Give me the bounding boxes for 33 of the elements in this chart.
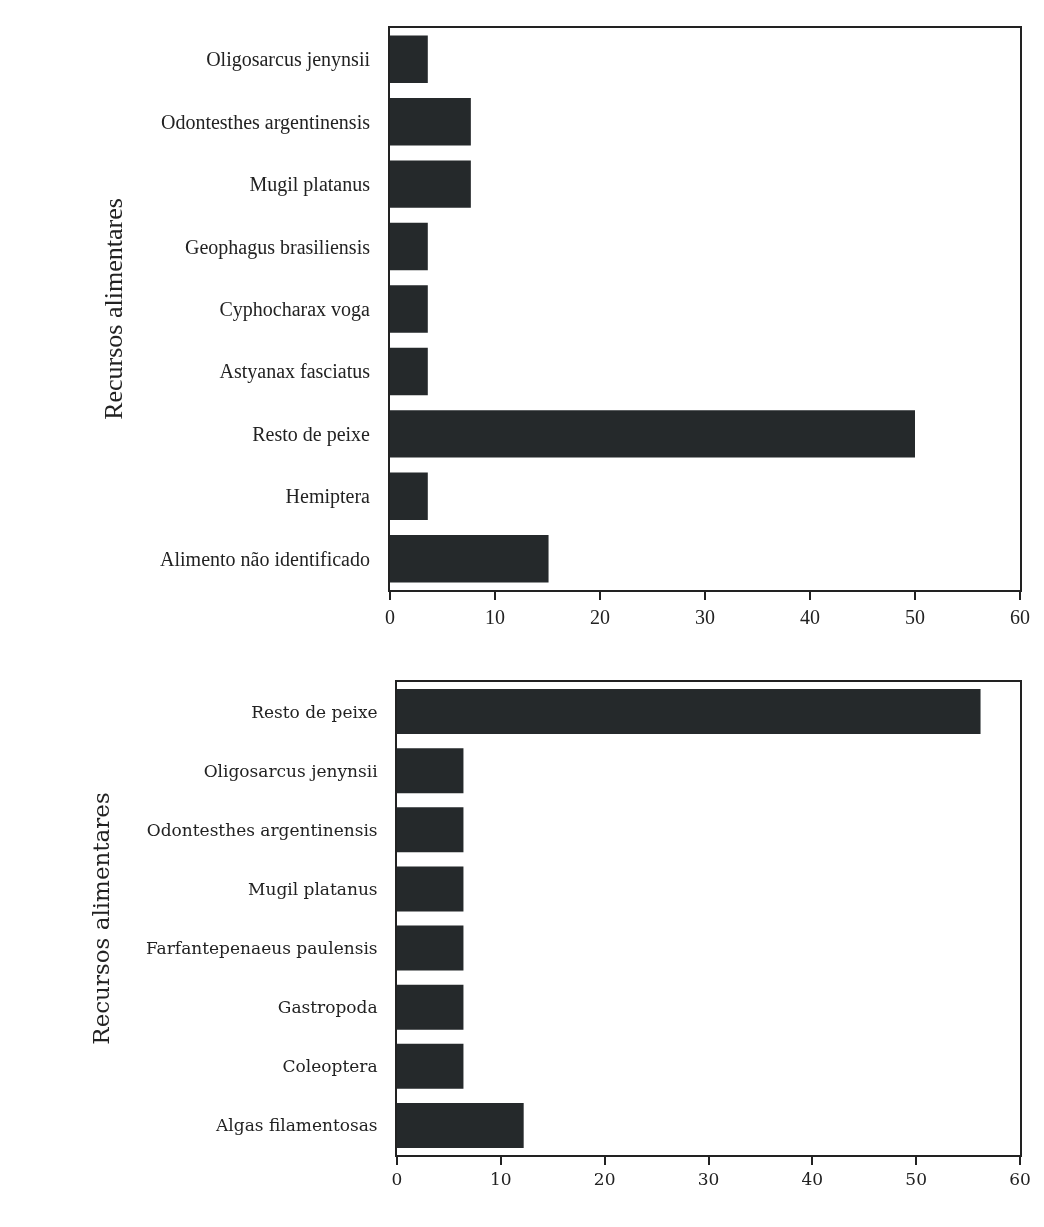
y-tick-label: Mugil platanus xyxy=(249,173,371,197)
x-tick-label: 50 xyxy=(905,1169,927,1190)
y-tick-label: Odontesthes argentinensis xyxy=(146,819,378,840)
y-tick-label: Mugil platanus xyxy=(248,878,378,899)
y-tick-label: Oligosarcus jenynsii xyxy=(203,760,379,781)
x-tick-label: 20 xyxy=(590,606,610,628)
y-tick-label: Gastropoda xyxy=(277,997,378,1018)
y-tick-label: Astyanax fasciatus xyxy=(219,360,371,384)
x-tick-label: 50 xyxy=(905,606,925,628)
y-tick-label: Alimento não identificado xyxy=(160,547,370,570)
y-tick-label: Resto de peixe xyxy=(251,701,378,722)
x-tick-label: 0 xyxy=(391,1169,403,1190)
x-tick-label: 40 xyxy=(801,1169,824,1190)
y-tick-label: Algas filamentosas xyxy=(215,1115,378,1136)
x-tick-label: 10 xyxy=(485,606,505,628)
x-tick-label: 30 xyxy=(697,1169,720,1190)
y-tick-label: Resto de peixe xyxy=(252,422,371,446)
y-tick-label: Hemiptera xyxy=(285,485,371,509)
x-tick-label: 30 xyxy=(695,606,715,628)
x-tick-label: 20 xyxy=(593,1169,616,1190)
y-tick-label: Cyphocharax voga xyxy=(219,298,371,321)
y-tick-label: Oligosarcus jenynsii xyxy=(206,48,371,72)
x-tick-label: 10 xyxy=(490,1169,512,1190)
y-tick-label: Geophagus brasiliensis xyxy=(185,235,371,259)
y-axis-title: Recursos alimentares xyxy=(87,792,114,1045)
y-tick-label: Farfantepenaeus paulensis xyxy=(145,938,378,959)
y-tick-label: Odontesthes argentinensis xyxy=(160,110,371,134)
x-tick-label: 40 xyxy=(800,606,820,628)
y-tick-label: Coleoptera xyxy=(282,1056,378,1077)
x-tick-label: 0 xyxy=(385,606,395,628)
x-tick-label: 60 xyxy=(1010,606,1030,628)
x-tick-label: 60 xyxy=(1009,1169,1031,1190)
y-axis-title: Recursos alimentares xyxy=(98,198,128,420)
